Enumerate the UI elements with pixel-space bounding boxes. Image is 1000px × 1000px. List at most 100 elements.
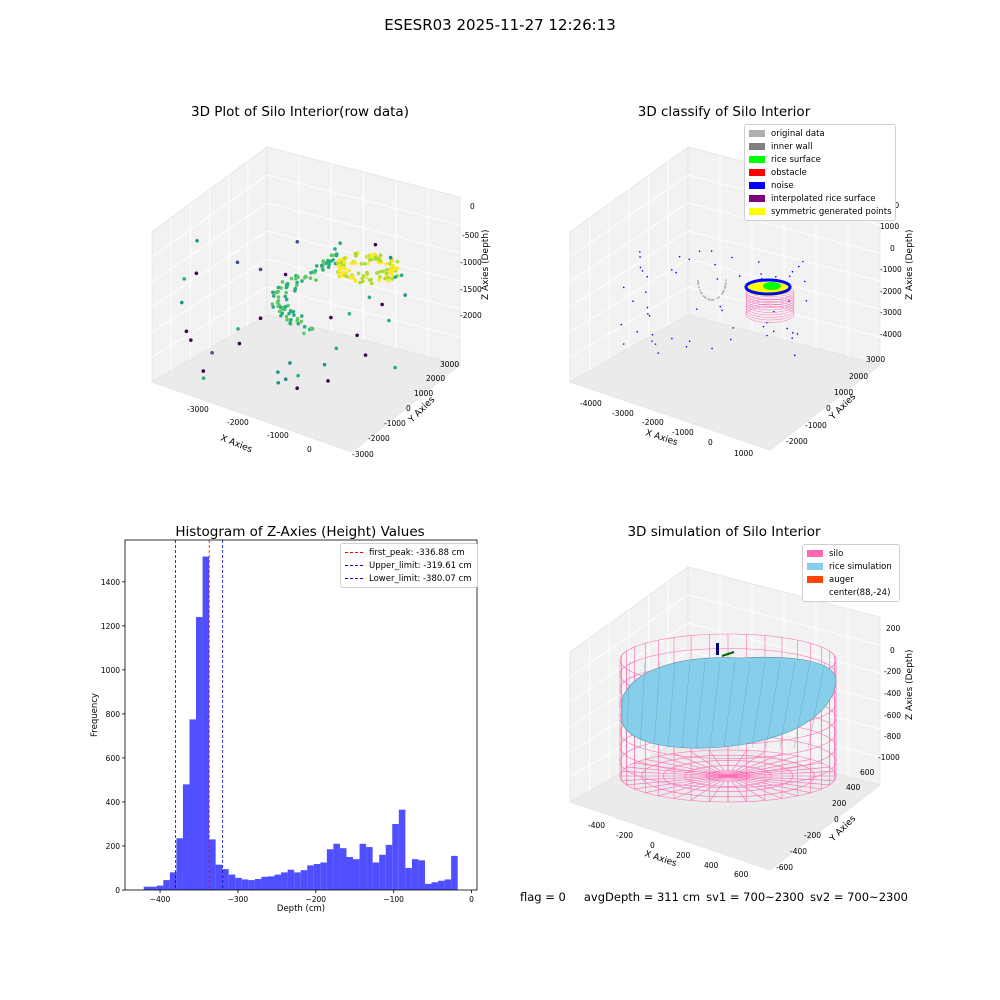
panel3-title: Histogram of Z-Axies (Height) Values [175,524,425,540]
scatter-point [384,271,389,276]
scatter-point [283,272,288,277]
scatter-point [314,278,318,282]
scatter-point [359,261,364,266]
original-point [702,295,705,298]
panel4-title: 3D simulation of Silo Interior [627,524,821,540]
grid-line [569,286,689,358]
silo-floor-line [634,775,729,790]
silo-floor-line [727,775,835,781]
rice-surface [621,656,837,749]
p4-xlabel: X Axies [643,849,678,869]
silo-floor-line [709,750,729,777]
scatter-point [299,319,304,324]
histogram-bar [281,872,288,890]
scatter-point [322,362,327,367]
scatter-point [280,307,285,312]
p1-ztick-0: 0 [470,202,475,211]
histogram-bar [182,784,190,890]
p4-ytick-3: 0 [834,815,839,824]
scatter-point [283,294,288,299]
silo-ring [745,298,795,316]
noise-point [695,308,698,310]
scatter-point [333,247,337,251]
p4-ztick-2: -200 [884,667,901,676]
p4-legend-label: auger [829,574,854,585]
p2-legend-swatch [749,156,765,163]
histogram-bar [326,849,334,890]
silo-floor-ring [684,765,772,787]
noise-point [698,250,701,253]
noise-point [646,275,649,278]
p1-xtick-1: -2000 [227,418,249,427]
y-tick-label: 200 [106,842,121,851]
p2-legend-item-interpolated: interpolated rice surface [749,192,891,205]
rice-mesh-line [681,661,691,749]
noise-point [645,291,647,293]
p4-legend-label: rice simulation [829,561,892,572]
p4-ytick-6: 600 [860,768,875,777]
scatter-point [210,350,214,355]
rice-mesh-line [793,661,811,749]
scatter-point [295,239,300,244]
scatter-point [372,252,377,256]
silo-floor-line [727,775,798,797]
noise-point [632,300,634,302]
scatter-point [390,277,395,281]
rice-mesh-line [723,661,736,749]
histogram-bar [228,874,236,890]
p2-ytick-0: -2000 [786,437,808,446]
scatter-point [284,314,289,319]
histogram-bar [385,844,393,890]
scatter-point [194,271,199,276]
scatter-point [378,269,383,274]
scatter-point [334,346,339,351]
silo-floor-ring [641,754,815,798]
scatter-point [294,283,299,288]
silo-floor-line [727,751,766,777]
noise-point [788,275,791,278]
noise-point [729,338,732,341]
grid-line [266,286,461,338]
noise-point [639,266,642,269]
rice-mesh-line [807,661,826,749]
p2-legend-item-noise: noise [749,179,891,192]
scatter-point [258,267,263,272]
scatter-point [353,254,358,258]
scatter-point [201,369,206,373]
p4-legend-item-rice: rice simulation [807,560,895,573]
histogram-bar [411,859,419,890]
p2-legend: original data inner wall rice surface ob… [744,124,896,221]
p2-legend-swatch [749,130,765,137]
noise-point [716,278,719,280]
scatter-point [300,314,304,318]
p4-ztick-1: 0 [890,646,895,655]
scatter-point [276,370,280,374]
noise-point [688,340,691,343]
scatter-point [378,253,383,257]
scatter-point [380,302,384,307]
silo-floor-line [658,775,729,797]
scatter-point [271,290,275,295]
noise-point [762,325,765,328]
noise-point [738,275,741,277]
rice-mesh-line [779,661,796,749]
scatter-point [360,279,365,284]
p4-legend-swatch [807,589,823,596]
auger-shaft [716,643,719,655]
hist-ylabel: Frequency [90,693,100,737]
scatter-point [347,268,351,273]
p4-legend-item-center: center(88,-24) [807,586,895,599]
p2-legend-label: interpolated rice surface [771,193,876,204]
scatter-point [295,386,299,390]
histogram-bar [222,869,229,890]
p2-legend-label: symmetric generated points [771,206,892,217]
rice-mesh-line [765,661,781,749]
hist-legend-item-upper: Upper_limit: -319.61 cm [345,559,473,572]
scatter-point [347,311,352,316]
p4-ztick-4: -600 [884,711,901,720]
scatter-point [345,274,349,279]
p2-legend-label: obstacle [771,167,807,178]
p4-xtick-2: 0 [650,841,655,850]
